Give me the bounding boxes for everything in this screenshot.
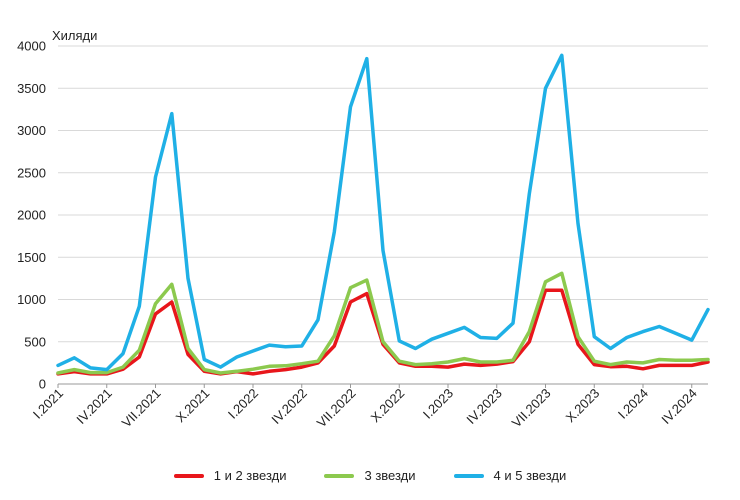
- y-tick-label: 1000: [17, 292, 46, 307]
- y-tick-label: 4000: [17, 39, 46, 54]
- x-tick-label: I.2022: [225, 386, 261, 422]
- y-tick-label: 3000: [17, 123, 46, 138]
- legend-item-series-3: 4 и 5 звезди: [453, 468, 567, 483]
- legend-swatch-series-3: [453, 473, 484, 478]
- series-line-3: [56, 53, 710, 372]
- legend-label-series-3: 4 и 5 звезди: [493, 468, 567, 483]
- legend-label-series-2: 3 звезди: [364, 468, 416, 483]
- x-tick-label: VII.2023: [509, 386, 554, 431]
- y-tick-label: 3500: [17, 81, 46, 96]
- x-tick-label: I.2021: [30, 386, 66, 422]
- x-tick-label: IV.2021: [73, 386, 114, 427]
- legend: 1 и 2 звезди 3 звезди 4 и 5 звезди: [0, 468, 740, 483]
- y-tick-label: 2000: [17, 208, 46, 223]
- y-tick-label: 1500: [17, 250, 46, 265]
- x-tick-label: I.2024: [615, 386, 651, 422]
- y-axis-unit-label: Хиляди: [52, 28, 97, 43]
- legend-swatch-series-2: [324, 473, 355, 478]
- legend-item-series-2: 3 звезди: [324, 468, 416, 483]
- series-line-2: [56, 271, 710, 375]
- y-tick-label: 2500: [17, 165, 46, 180]
- x-tick-label: VII.2022: [314, 386, 359, 431]
- x-tick-label: X.2021: [173, 386, 213, 426]
- x-axis-tick-labels: I.2021 IV.2021 VII.2021 X.2021 I.2022 IV.2022…: [30, 384, 700, 430]
- x-tick-label: X.2022: [368, 386, 408, 426]
- y-axis-tick-labels: 0 500 1000 1500 2000 2500 3000 3500 4000: [17, 39, 46, 392]
- series-lines: [56, 53, 710, 376]
- x-tick-label: I.2023: [420, 386, 456, 422]
- legend-swatch-series-1: [173, 473, 204, 478]
- x-tick-label: IV.2022: [268, 386, 309, 427]
- y-tick-label: 0: [39, 377, 46, 392]
- x-tick-label: IV.2024: [658, 386, 699, 427]
- x-tick-label: IV.2023: [463, 386, 504, 427]
- gridlines: [58, 45, 708, 343]
- y-tick-label: 500: [24, 334, 46, 349]
- legend-item-series-1: 1 и 2 звезди: [173, 468, 287, 483]
- legend-label-series-1: 1 и 2 звезди: [213, 468, 287, 483]
- x-tick-label: VII.2021: [119, 386, 164, 431]
- x-tick-label: X.2023: [563, 386, 603, 426]
